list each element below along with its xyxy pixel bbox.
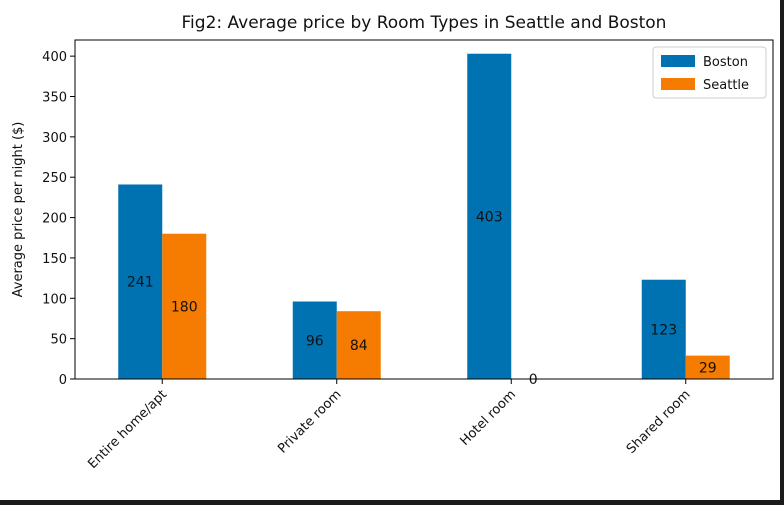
y-tick-label: 300	[42, 131, 67, 146]
x-tick-label: Hotel room	[457, 387, 519, 449]
y-tick-label: 200	[42, 212, 67, 227]
bar-seattle	[162, 233, 207, 379]
x-tick-label: Private room	[275, 387, 344, 456]
plot-area-frame	[74, 39, 774, 380]
x-tick-label: Shared room	[624, 387, 694, 457]
y-tick-label: 150	[42, 252, 67, 267]
x-tick-label: Entire home/apt	[85, 387, 170, 472]
bar-boston	[292, 301, 337, 379]
y-tick-label: 350	[42, 91, 67, 106]
bar-boston	[467, 53, 512, 379]
bar-boston	[118, 184, 163, 379]
bar-seattle	[685, 355, 730, 379]
legend-swatch-boston	[661, 55, 695, 67]
y-tick-label: 100	[42, 292, 67, 307]
data-label-seattle: 0	[529, 372, 538, 388]
y-tick-label: 0	[59, 373, 67, 388]
data-label-boston: 96	[306, 333, 324, 349]
bar-seattle	[336, 311, 381, 379]
bars	[118, 53, 730, 379]
data-label-boston: 241	[127, 275, 154, 291]
data-label-seattle: 84	[350, 338, 368, 354]
y-tick-label: 250	[42, 171, 67, 186]
y-tick-label: 400	[42, 50, 67, 65]
legend-label-boston: Boston	[703, 55, 748, 70]
data-label-boston: 123	[650, 322, 677, 338]
y-tick-label: 50	[50, 333, 67, 348]
data-label-seattle: 180	[171, 299, 198, 315]
x-axis-ticks: Entire home/apt Private room Hotel room Sha…	[85, 379, 694, 472]
legend-swatch-seattle	[661, 78, 695, 90]
data-label-seattle: 29	[699, 360, 717, 376]
legend: Boston Seattle	[652, 46, 767, 99]
data-labels: 241 180 96 84 403 0 123 29	[127, 209, 717, 388]
data-label-boston: 403	[476, 209, 503, 225]
bar-boston	[641, 279, 686, 379]
y-axis-ticks: 0 50 100 150 200 250 300 350 400	[42, 50, 75, 388]
y-axis-label: Average price per night ($)	[11, 122, 26, 298]
chart-title: Fig2: Average price by Room Types in Sea…	[182, 13, 667, 33]
legend-label-seattle: Seattle	[703, 78, 749, 93]
